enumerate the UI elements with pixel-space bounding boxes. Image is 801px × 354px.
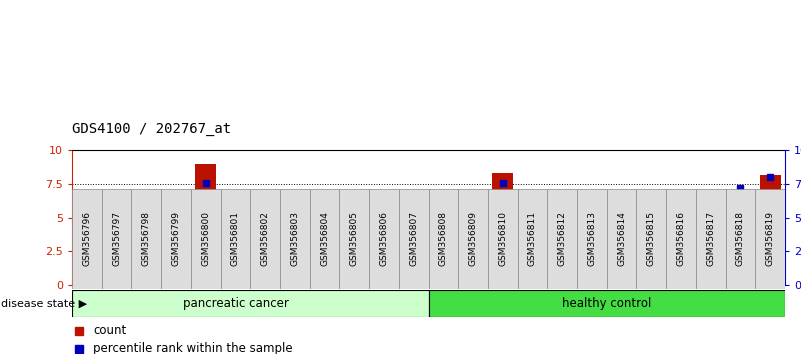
Bar <box>493 173 513 285</box>
Bar <box>280 189 310 289</box>
Bar <box>488 189 517 289</box>
Text: GSM356812: GSM356812 <box>557 211 566 267</box>
Bar <box>429 189 458 289</box>
Bar <box>161 189 191 289</box>
Bar <box>552 241 573 285</box>
Bar <box>463 284 484 285</box>
Text: percentile rank within the sample: percentile rank within the sample <box>94 342 293 354</box>
Bar <box>314 283 335 285</box>
Bar <box>102 189 131 289</box>
Bar <box>195 164 216 285</box>
Bar <box>458 189 488 289</box>
Bar <box>344 222 364 285</box>
Bar <box>107 284 127 285</box>
Bar <box>637 189 666 289</box>
Text: GSM356814: GSM356814 <box>617 211 626 267</box>
Bar <box>255 284 276 285</box>
Bar <box>131 189 161 289</box>
Bar <box>582 224 602 285</box>
Bar <box>577 189 607 289</box>
Text: GSM356797: GSM356797 <box>112 211 121 267</box>
Bar <box>641 265 662 285</box>
Bar <box>225 284 246 285</box>
Text: GSM356806: GSM356806 <box>380 211 388 267</box>
Text: GSM356799: GSM356799 <box>171 211 180 267</box>
Bar <box>284 284 305 285</box>
Bar <box>755 189 785 289</box>
Bar <box>191 189 220 289</box>
Text: GSM356811: GSM356811 <box>528 211 537 267</box>
Bar <box>433 284 454 285</box>
Text: GSM356808: GSM356808 <box>439 211 448 267</box>
Bar <box>696 189 726 289</box>
Bar <box>220 189 250 289</box>
Text: GSM356804: GSM356804 <box>320 211 329 267</box>
Bar <box>72 290 429 317</box>
Bar <box>310 189 340 289</box>
Text: healthy control: healthy control <box>562 297 651 310</box>
Text: GSM356802: GSM356802 <box>260 211 270 267</box>
Bar <box>77 243 98 285</box>
Bar <box>340 189 369 289</box>
Text: GSM356816: GSM356816 <box>677 211 686 267</box>
Text: count: count <box>94 325 127 337</box>
Bar <box>607 189 637 289</box>
Bar <box>547 189 577 289</box>
Text: GSM356810: GSM356810 <box>498 211 507 267</box>
Text: disease state ▶: disease state ▶ <box>1 298 87 309</box>
Text: GDS4100 / 202767_at: GDS4100 / 202767_at <box>72 122 231 136</box>
Text: GSM356803: GSM356803 <box>291 211 300 267</box>
Text: GSM356801: GSM356801 <box>231 211 240 267</box>
Bar <box>429 290 785 317</box>
Bar <box>522 239 543 285</box>
Text: GSM356796: GSM356796 <box>83 211 91 267</box>
Text: GSM356815: GSM356815 <box>647 211 656 267</box>
Bar <box>611 278 632 285</box>
Bar <box>700 266 721 285</box>
Bar <box>373 218 394 285</box>
Bar <box>399 189 429 289</box>
Text: GSM356817: GSM356817 <box>706 211 715 267</box>
Bar <box>72 189 102 289</box>
Text: GSM356819: GSM356819 <box>766 211 775 267</box>
Bar <box>403 218 424 285</box>
Bar <box>670 284 691 285</box>
Text: GSM356798: GSM356798 <box>142 211 151 267</box>
Bar <box>166 284 187 285</box>
Text: GSM356813: GSM356813 <box>587 211 597 267</box>
Text: GSM356807: GSM356807 <box>409 211 418 267</box>
Text: GSM356818: GSM356818 <box>736 211 745 267</box>
Bar <box>369 189 399 289</box>
Text: pancreatic cancer: pancreatic cancer <box>183 297 288 310</box>
Bar <box>666 189 696 289</box>
Bar <box>136 284 157 285</box>
Bar <box>517 189 547 289</box>
Bar <box>250 189 280 289</box>
Text: GSM356809: GSM356809 <box>469 211 477 267</box>
Bar <box>726 189 755 289</box>
Text: GSM356800: GSM356800 <box>201 211 210 267</box>
Text: GSM356805: GSM356805 <box>350 211 359 267</box>
Bar <box>759 175 780 285</box>
Bar <box>730 198 751 285</box>
